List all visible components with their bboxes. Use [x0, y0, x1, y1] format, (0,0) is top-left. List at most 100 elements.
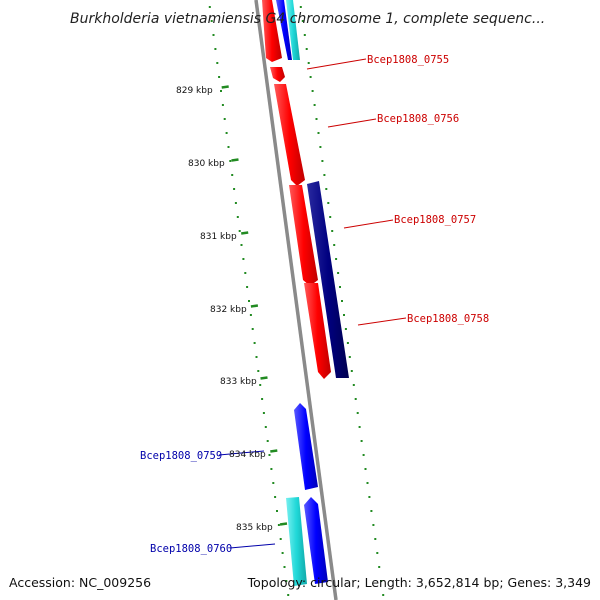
outer-track-dot — [372, 524, 375, 526]
kbp-tick-829 — [221, 85, 229, 89]
inner-track-dot — [248, 300, 250, 302]
gene-label-0757[interactable]: Bcep1808_0757 — [394, 214, 476, 226]
outer-track-dot — [299, 6, 302, 8]
inner-track-dot — [285, 580, 288, 582]
outer-track-dot — [350, 370, 353, 372]
inner-track-dot — [261, 398, 264, 400]
outer-track-dot — [313, 104, 316, 106]
outer-track-dot — [309, 76, 312, 78]
gene-bar-0759[interactable] — [294, 403, 318, 490]
inner-track-dot — [234, 202, 237, 204]
inner-track-dot — [259, 384, 262, 386]
inner-track-dot — [229, 160, 232, 162]
outer-track-dot — [376, 552, 379, 554]
inner-track-dot — [262, 412, 265, 414]
outer-track-dot — [364, 468, 367, 470]
gene-features — [262, 0, 349, 586]
inner-track-dot — [238, 230, 241, 232]
kbp-tick-marks — [221, 85, 288, 526]
outer-track-dot — [343, 314, 345, 316]
gene-bar-0756[interactable] — [274, 84, 305, 186]
inner-track-dot — [225, 132, 228, 134]
label-leader-lines — [218, 58, 407, 549]
leader-0756 — [327, 118, 377, 128]
gene-label-0758[interactable]: Bcep1808_0758 — [407, 313, 489, 325]
outer-track-dot — [305, 48, 308, 50]
outer-track-dot — [344, 328, 347, 330]
kbp-tick-833 — [260, 376, 268, 380]
outer-track-dot — [339, 286, 341, 288]
kbp-tick-832 — [250, 304, 259, 308]
inner-track-dot — [270, 468, 273, 470]
outer-track-dot — [325, 188, 328, 190]
gene-bar-0755-top[interactable] — [262, 0, 282, 62]
kbp-tick-830 — [231, 158, 239, 162]
gene-label-0756[interactable]: Bcep1808_0756 — [377, 113, 459, 125]
outer-track-dot — [360, 440, 363, 442]
outer-track-dot — [378, 566, 381, 568]
kbp-tick-835 — [279, 522, 288, 526]
outer-track-dot — [380, 580, 383, 582]
gene-bar-small-red[interactable] — [270, 67, 285, 82]
outer-track-dot — [337, 272, 340, 274]
kbp-label-834: 834 kbp — [229, 450, 266, 460]
outer-track-dot — [321, 160, 324, 162]
inner-track-dot — [249, 314, 252, 316]
outer-track-dot — [333, 244, 336, 246]
dotted-guide-tracks — [208, 6, 385, 596]
outer-track-dot — [303, 34, 306, 36]
leader-0755 — [306, 58, 367, 70]
inner-track-dot — [227, 146, 230, 148]
inner-track-dot — [218, 76, 221, 78]
outer-track-dot — [368, 496, 371, 498]
genome-summary: Topology: circular; Length: 3,652,814 bp… — [247, 575, 591, 590]
outer-track-dot — [301, 20, 304, 22]
outer-track-dot — [327, 202, 330, 204]
gene-bar-top-cyan[interactable] — [286, 0, 300, 60]
accession-label: Accession: NC_009256 — [9, 575, 151, 590]
outer-track-dot — [356, 412, 359, 414]
gene-bar-top-blue[interactable] — [276, 0, 292, 60]
outer-track-dot — [331, 230, 334, 232]
inner-track-dot — [264, 426, 267, 428]
gene-label-0755[interactable]: Bcep1808_0755 — [367, 54, 449, 66]
leader-0760 — [229, 543, 276, 549]
outer-track-dot — [341, 300, 343, 302]
kbp-label-835: 835 kbp — [236, 523, 273, 533]
outer-track-dot — [315, 118, 318, 120]
inner-track-dot — [242, 258, 245, 260]
inner-track-dot — [236, 216, 239, 218]
gene-label-0760[interactable]: Bcep1808_0760 — [150, 543, 232, 555]
inner-track-dot — [244, 272, 247, 274]
gene-label-0759[interactable]: Bcep1808_0759 — [140, 450, 222, 462]
outer-track-dot — [370, 510, 373, 512]
kbp-label-831: 831 kbp — [200, 232, 237, 242]
inner-track-dot — [255, 356, 258, 358]
outer-track-dot — [323, 174, 326, 176]
gene-bar-0757-0758-reverse[interactable] — [307, 181, 349, 378]
inner-track-dot — [281, 552, 284, 554]
inner-track-dot — [220, 90, 222, 92]
outer-track-dot — [311, 90, 314, 92]
gene-bar-0760-blue[interactable] — [304, 497, 328, 584]
inner-track-dot — [240, 244, 243, 246]
kbp-label-832: 832 kbp — [210, 305, 247, 315]
outer-track-dot — [348, 356, 351, 358]
inner-track-dot — [212, 34, 215, 36]
outer-track-dot — [352, 384, 355, 386]
gene-bar-0758-forward[interactable] — [304, 283, 331, 379]
outer-track-dot — [307, 62, 310, 64]
leader-0759 — [218, 450, 265, 456]
gene-bar-0757-forward[interactable] — [289, 185, 318, 286]
inner-track-dot — [216, 62, 219, 64]
outer-track-dot — [362, 454, 365, 456]
inner-track-dot — [208, 6, 211, 8]
inner-track-dot — [223, 118, 226, 120]
inner-track-dot — [272, 482, 275, 484]
inner-track-dot — [283, 566, 286, 568]
outer-track-dot — [358, 426, 361, 428]
inner-track-dot — [246, 286, 249, 288]
outer-track-dot — [382, 594, 385, 596]
gene-bar-0760-cyan[interactable] — [286, 497, 307, 586]
